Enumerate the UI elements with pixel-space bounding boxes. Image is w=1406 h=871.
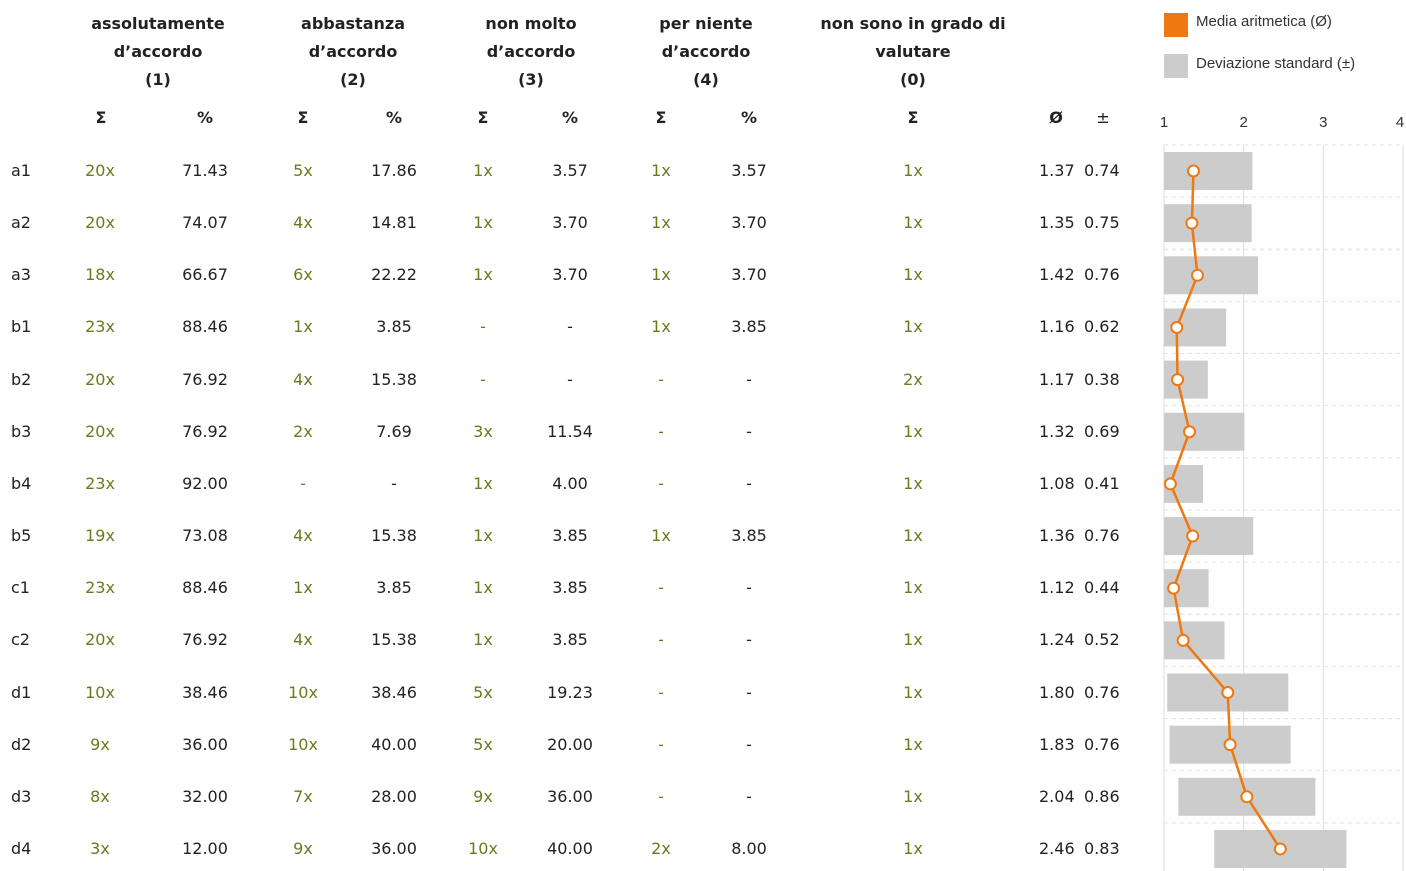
x-tick-label: 4 bbox=[1396, 114, 1404, 131]
mean-point bbox=[1222, 687, 1233, 698]
x-tick-label: 3 bbox=[1319, 114, 1327, 131]
mean-point bbox=[1241, 791, 1252, 802]
mean-point bbox=[1171, 322, 1182, 333]
mean-point bbox=[1192, 270, 1203, 281]
mean-point bbox=[1178, 635, 1189, 646]
mean-point bbox=[1168, 583, 1179, 594]
mean-point bbox=[1188, 166, 1199, 177]
mean-point bbox=[1184, 426, 1195, 437]
mean-point bbox=[1186, 218, 1197, 229]
mean-point bbox=[1275, 843, 1286, 854]
x-tick-label: 2 bbox=[1239, 114, 1247, 131]
mean-point bbox=[1165, 478, 1176, 489]
x-tick-label: 1 bbox=[1160, 114, 1168, 131]
mean-point bbox=[1187, 531, 1198, 542]
sd-bar bbox=[1164, 204, 1252, 242]
sd-bar bbox=[1164, 517, 1253, 555]
sd-bar bbox=[1164, 256, 1258, 294]
sd-bar bbox=[1164, 361, 1208, 399]
mean-point bbox=[1172, 374, 1183, 385]
mean-point bbox=[1225, 739, 1236, 750]
sd-bar bbox=[1164, 413, 1244, 451]
sd-bar bbox=[1164, 152, 1252, 190]
